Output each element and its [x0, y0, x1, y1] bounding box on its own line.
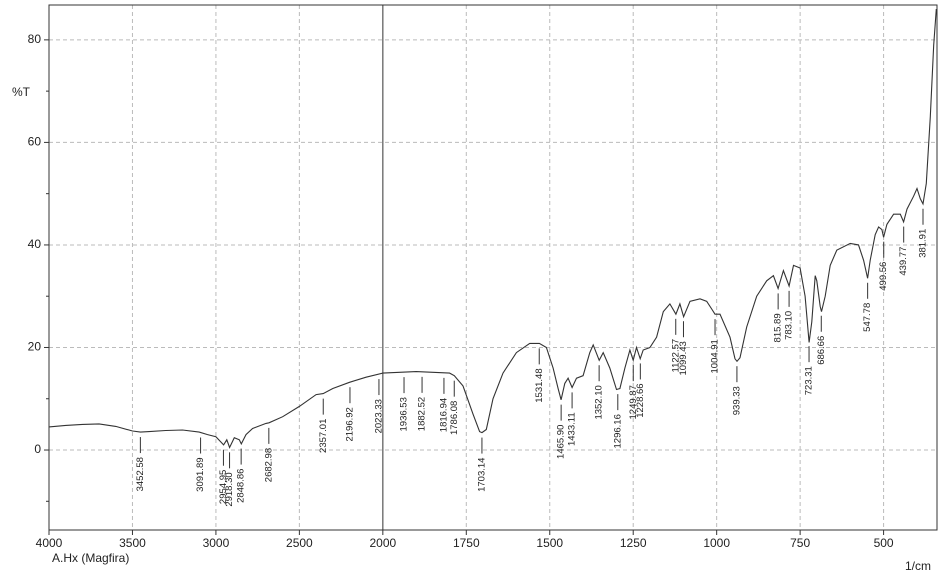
sample-label: A.Hx (Magfira)	[52, 551, 129, 565]
x-tick-label: 2500	[286, 536, 313, 550]
x-axis-label: 1/cm	[905, 559, 931, 573]
peak-label: 1099.43	[678, 341, 689, 375]
y-axis-label: %T	[12, 85, 31, 99]
peak-label: 2196.92	[344, 407, 355, 441]
y-tick-label: 60	[28, 135, 42, 149]
x-tick-label: 2000	[369, 536, 396, 550]
x-tick-label: 1750	[453, 536, 480, 550]
peak-label: 2357.01	[318, 419, 329, 453]
x-tick-label: 1250	[620, 536, 647, 550]
peak-label: 1786.08	[449, 401, 460, 435]
peak-label: 723.31	[804, 366, 815, 395]
spectrum-line	[48, 9, 937, 449]
peak-label: 1936.53	[399, 397, 410, 431]
peak-label: 2954.95	[218, 470, 229, 504]
peak-label: 815.89	[773, 313, 784, 342]
x-tick-label: 3500	[119, 536, 146, 550]
x-tick-label: 1500	[536, 536, 563, 550]
peak-label: 381.91	[918, 229, 929, 258]
peak-label: 2023.33	[373, 399, 384, 433]
peak-label: 547.78	[862, 303, 873, 332]
x-tick-label: 500	[874, 536, 894, 550]
x-tick-label: 1000	[703, 536, 730, 550]
peak-label: 1433.11	[567, 412, 578, 446]
peak-label: 1531.48	[534, 368, 545, 402]
peak-label: 2918.30	[224, 472, 235, 506]
peak-label: 2848.86	[236, 469, 247, 503]
peak-label: 1882.52	[417, 397, 428, 431]
peak-label: 1703.14	[476, 458, 487, 492]
peak-label: 439.77	[898, 247, 909, 276]
peak-label: 939.33	[731, 386, 742, 415]
peak-label: 1352.10	[594, 385, 605, 419]
x-tick-label: 3000	[203, 536, 230, 550]
y-tick-label: 40	[28, 237, 42, 251]
peak-label: 1465.90	[556, 425, 567, 459]
peak-label: 1228.66	[635, 383, 646, 417]
plot-frame	[48, 4, 938, 531]
peak-label: 3091.89	[195, 457, 206, 491]
peak-label: 1004.91	[710, 339, 721, 373]
peak-label: 3452.58	[135, 457, 146, 491]
peak-label: 1122.57	[670, 339, 681, 373]
peak-label: 1816.94	[438, 398, 449, 432]
peak-label: 1296.16	[612, 414, 623, 448]
peak-label: 1249.87	[628, 385, 639, 419]
x-tick-label: 750	[790, 536, 810, 550]
peak-label: 499.56	[878, 262, 889, 291]
peak-label: 2682.98	[263, 448, 274, 482]
y-tick-label: 20	[28, 340, 42, 354]
peak-label: 686.66	[816, 336, 827, 365]
y-tick-label: 80	[28, 32, 42, 46]
peak-label: 783.10	[784, 311, 795, 340]
y-tick-label: 0	[34, 442, 41, 456]
x-tick-label: 4000	[36, 536, 63, 550]
